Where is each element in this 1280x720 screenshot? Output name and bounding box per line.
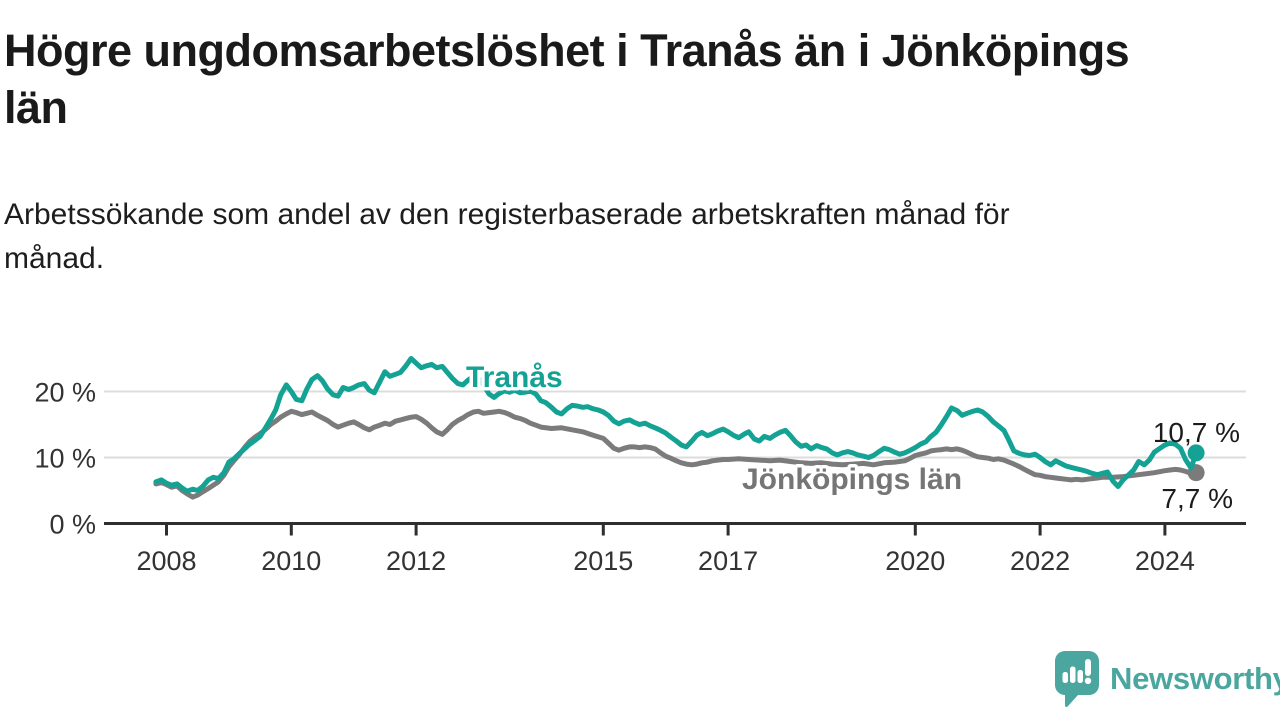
x-tick-label: 2022 <box>1010 546 1070 576</box>
end-value-label: 10,7 % <box>1153 417 1240 448</box>
series-label: Jönköpings län <box>742 463 962 496</box>
x-tick-label: 2008 <box>136 546 196 576</box>
series-line-tran-s <box>153 356 1199 494</box>
series-label: Tranås <box>466 361 563 394</box>
x-tick-label: 2020 <box>885 546 945 576</box>
x-tick-label: 2015 <box>573 546 633 576</box>
series-line-j-nk-pings-l-n <box>153 408 1199 500</box>
y-tick-label: 0 % <box>49 510 96 540</box>
newsworthy-wordmark: Newsworthy <box>1110 661 1280 696</box>
chart-subtitle: Arbetssökande som andel av den registerb… <box>4 198 1010 275</box>
page-title: Högre ungdomsarbetslöshet i Tranås än i … <box>4 25 1130 133</box>
y-tick-label: 10 % <box>34 444 96 474</box>
end-value-label: 7,7 % <box>1161 483 1233 514</box>
x-tick-label: 2017 <box>698 546 758 576</box>
newsworthy-bar-chart-bubble-icon <box>1055 651 1099 708</box>
x-tick-label: 2024 <box>1135 546 1195 576</box>
end-dot-tran-s <box>1187 444 1205 462</box>
x-tick-label: 2012 <box>386 546 446 576</box>
y-tick-label: 20 % <box>34 378 96 408</box>
newsworthy-logo: Newsworthy <box>1054 650 1280 708</box>
x-tick-label: 2010 <box>261 546 321 576</box>
